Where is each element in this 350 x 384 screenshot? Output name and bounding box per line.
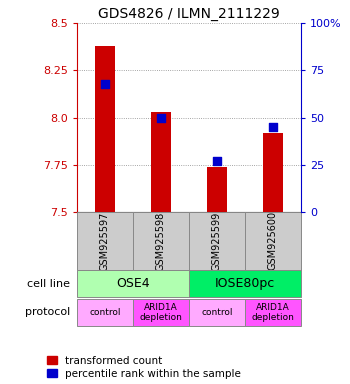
Bar xyxy=(189,299,245,326)
Text: GSM925597: GSM925597 xyxy=(100,211,110,271)
Text: GSM925600: GSM925600 xyxy=(268,211,278,270)
Bar xyxy=(133,212,189,270)
Bar xyxy=(77,299,133,326)
Bar xyxy=(245,299,301,326)
Bar xyxy=(133,299,189,326)
Text: control: control xyxy=(201,308,233,317)
Text: control: control xyxy=(89,308,121,317)
Bar xyxy=(189,270,301,298)
Point xyxy=(270,124,276,130)
Point xyxy=(102,81,108,87)
Text: GSM925599: GSM925599 xyxy=(212,211,222,271)
Text: ARID1A
depletion: ARID1A depletion xyxy=(140,303,182,322)
Bar xyxy=(77,270,189,298)
Bar xyxy=(207,167,227,212)
Bar xyxy=(151,112,171,212)
Text: cell line: cell line xyxy=(27,279,70,289)
Text: IOSE80pc: IOSE80pc xyxy=(215,277,275,290)
Legend: transformed count, percentile rank within the sample: transformed count, percentile rank withi… xyxy=(47,356,241,379)
Bar xyxy=(77,212,133,270)
Point xyxy=(158,114,164,121)
Text: ARID1A
depletion: ARID1A depletion xyxy=(252,303,294,322)
Bar xyxy=(245,212,301,270)
Title: GDS4826 / ILMN_2111229: GDS4826 / ILMN_2111229 xyxy=(98,7,280,21)
Text: protocol: protocol xyxy=(25,307,70,317)
Text: OSE4: OSE4 xyxy=(116,277,150,290)
Bar xyxy=(95,46,115,212)
Bar xyxy=(263,133,283,212)
Bar xyxy=(189,212,245,270)
Point xyxy=(214,158,220,164)
Text: GSM925598: GSM925598 xyxy=(156,211,166,271)
